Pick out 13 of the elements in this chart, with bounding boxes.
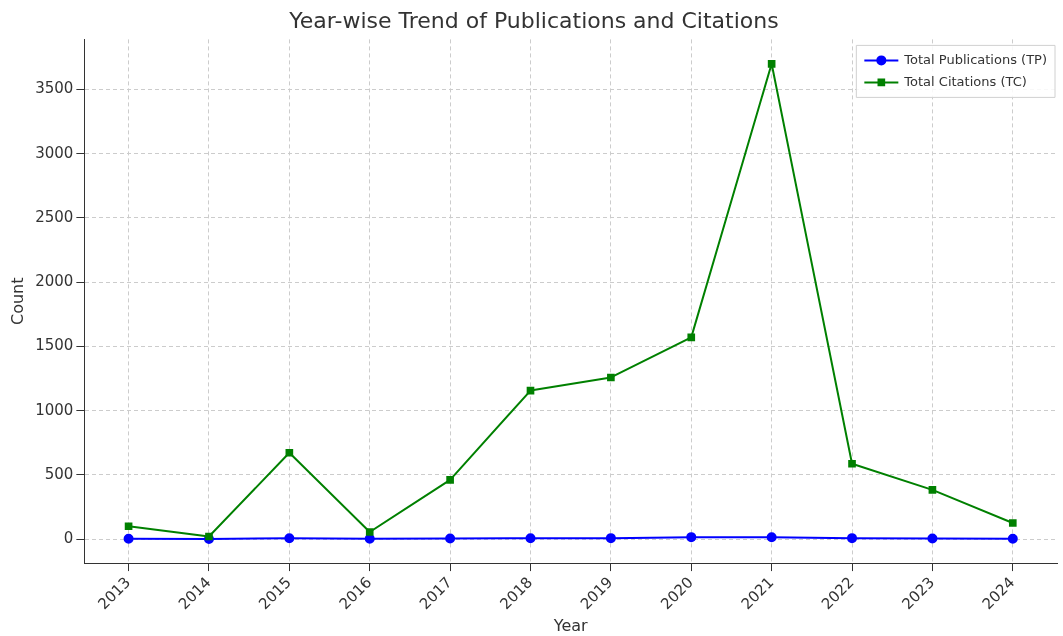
legend-label: Total Citations (TC) <box>903 73 1027 89</box>
y-tick-label: 2500 <box>35 207 74 226</box>
y-tick-label: 3500 <box>35 79 74 98</box>
y-axis-title: Count <box>7 277 27 325</box>
y-tick-label: 1500 <box>35 336 74 355</box>
y-tick-label: 500 <box>44 464 74 483</box>
x-axis-title: Year <box>552 615 589 635</box>
y-tick-label: 2000 <box>35 272 74 291</box>
y-tick-label: 1000 <box>35 400 74 419</box>
legend-label: Total Publications (TP) <box>903 51 1048 67</box>
chart-title: Year-wise Trend of Publications and Citations <box>288 7 779 33</box>
y-tick-label: 3000 <box>35 143 74 162</box>
y-tick-label: 0 <box>63 528 74 547</box>
